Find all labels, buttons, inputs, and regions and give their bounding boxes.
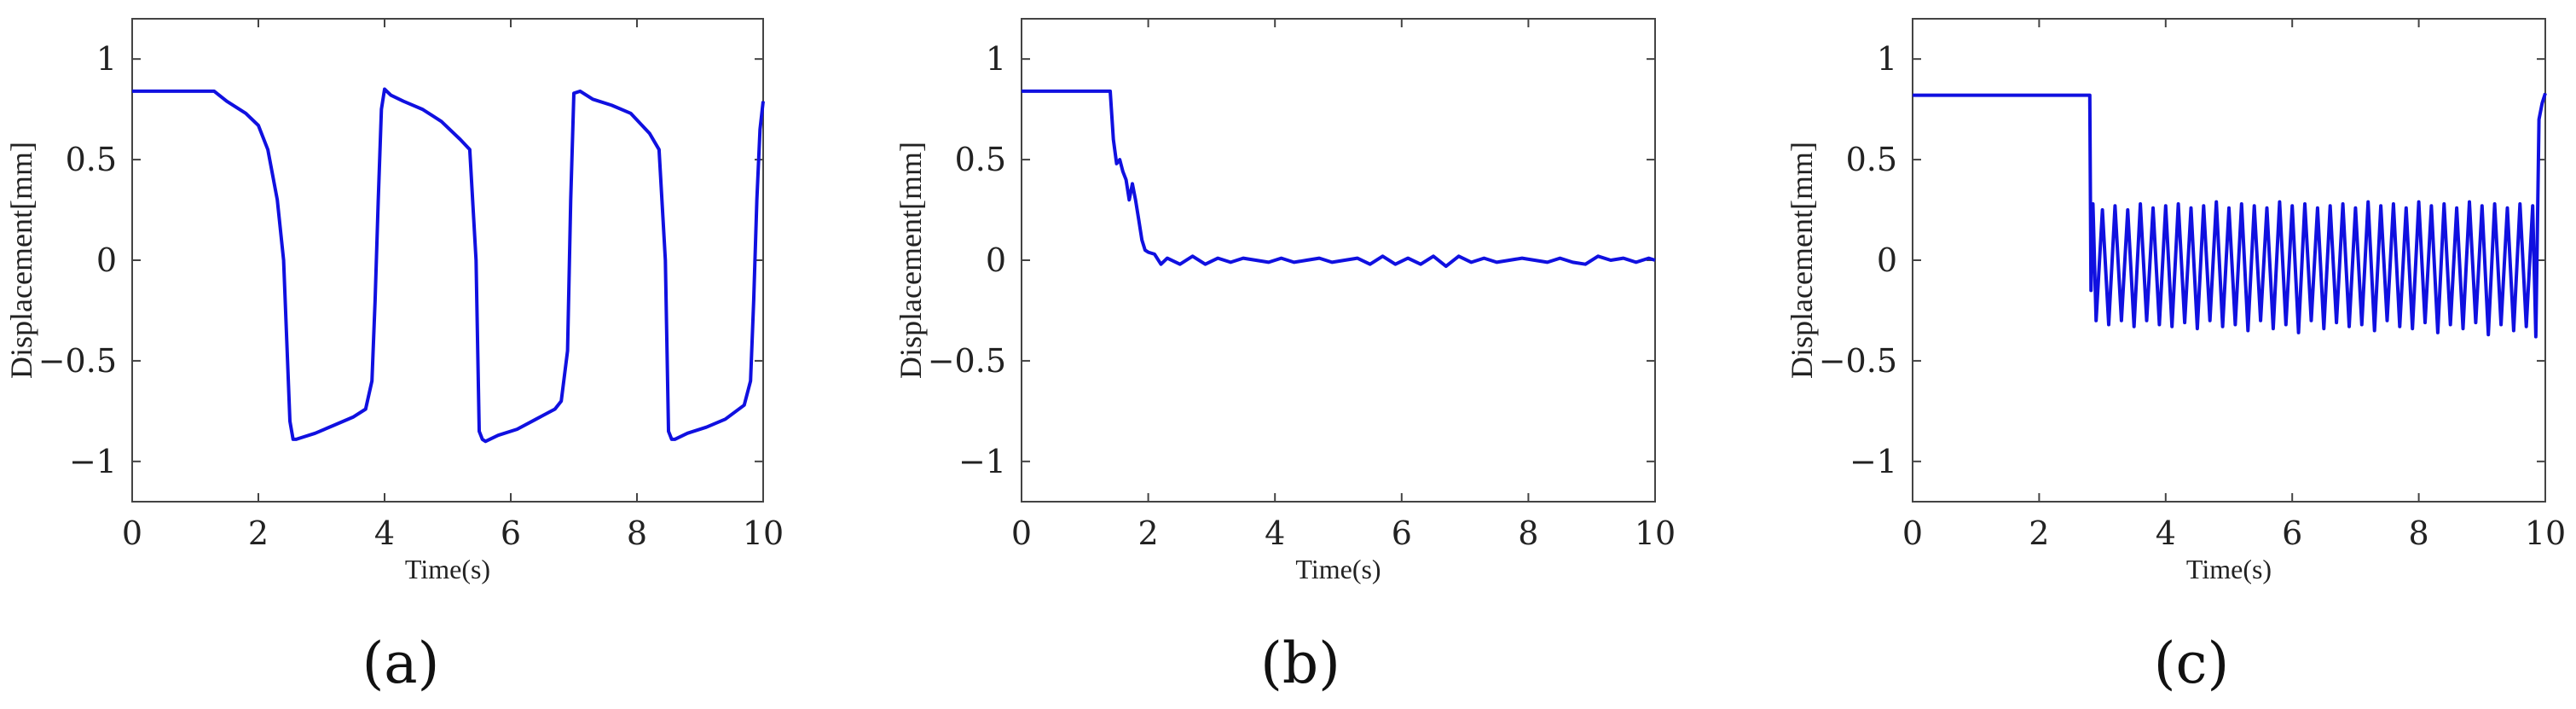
y-tick-label: 0.5 [955,141,1006,178]
panel-label-a: (a) [362,631,440,696]
series-line-a [132,87,765,444]
series-line-c [1913,92,2547,339]
y-tick-label: 0 [986,241,1006,279]
chart-panel-a: 0 2 4 6 8 10 1 0.5 0 −0.5 −1 Time(s) Displacement[mm… [4,18,784,696]
x-tick-label: 10 [1635,514,1676,552]
x-tick-label: 4 [2156,514,2176,552]
y-tick-label: 1 [96,40,117,78]
panel-label-b: (b) [1260,631,1340,696]
x-tick-label: 10 [743,514,784,552]
y-axis-label: Displacement[mm] [894,142,928,379]
y-tick-label: 1 [1877,40,1897,78]
chart-panel-b: 0 2 4 6 8 10 1 0.5 0 −0.5 −1 Time(s) Displacement[mm… [894,18,1676,696]
x-tick-label: 6 [501,514,521,552]
x-axis-label: Time(s) [405,554,490,584]
x-tick-label: 6 [1392,514,1412,552]
y-axis-label: Displacement[mm] [4,142,38,379]
y-tick-label: −0.5 [38,342,117,380]
x-tick-label: 2 [1138,514,1159,552]
y-tick-label: 0.5 [1846,141,1897,178]
y-tick-label: 1 [986,40,1006,78]
x-tick-label: 10 [2525,514,2566,552]
x-axis-label: Time(s) [1295,554,1381,584]
x-tick-label: 0 [122,514,142,552]
series-line-b [1022,89,1656,269]
y-tick-label: 0.5 [66,141,117,178]
panel-label-c: (c) [2154,631,2229,696]
x-tick-label: 8 [1518,514,1538,552]
x-tick-label: 4 [374,514,395,552]
x-tick-label: 6 [2282,514,2302,552]
x-tick-label: 4 [1265,514,1285,552]
x-tick-label: 2 [248,514,269,552]
y-tick-label: −1 [958,443,1006,480]
x-tick-label: 0 [1011,514,1032,552]
y-tick-label: −1 [1850,443,1897,480]
y-tick-label: −0.5 [1819,342,1897,380]
x-tick-label: 0 [1902,514,1923,552]
y-tick-label: −0.5 [928,342,1006,380]
y-tick-label: 0 [1877,241,1897,279]
y-tick-label: 0 [96,241,117,279]
x-axis-label: Time(s) [2186,554,2272,584]
x-tick-label: 2 [2029,514,2049,552]
y-axis-label: Displacement[mm] [1785,142,1819,379]
chart-panel-c: 0 2 4 6 8 10 1 0.5 0 −0.5 −1 Time(s) Displacement[mm… [1785,18,2566,696]
y-tick-label: −1 [69,443,117,480]
plot-frame-c [1912,18,2546,503]
x-tick-label: 8 [2409,514,2429,552]
x-tick-label: 8 [627,514,647,552]
